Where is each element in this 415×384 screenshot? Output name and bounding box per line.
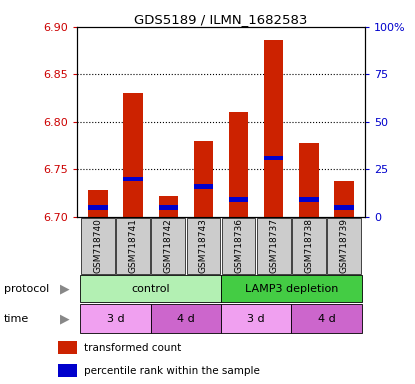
Text: 3 d: 3 d [247, 314, 265, 324]
Bar [299, 143, 319, 217]
Bar [80, 304, 151, 333]
Bar [222, 217, 256, 274]
Bar [159, 196, 178, 217]
Bar [264, 156, 283, 161]
Text: GSM718738: GSM718738 [305, 218, 313, 273]
Text: GSM718740: GSM718740 [93, 218, 103, 273]
Text: percentile rank within the sample: percentile rank within the sample [84, 366, 260, 376]
Text: GSM718737: GSM718737 [269, 218, 278, 273]
Bar [116, 217, 150, 274]
Bar [221, 304, 291, 333]
Bar [299, 197, 319, 202]
Bar [292, 217, 326, 274]
Bar [80, 275, 221, 303]
Text: time: time [4, 314, 29, 324]
Text: ▶: ▶ [59, 283, 69, 295]
Bar [194, 141, 213, 217]
Text: 4 d: 4 d [177, 314, 195, 324]
Text: GSM718741: GSM718741 [129, 218, 137, 273]
Bar [264, 40, 283, 217]
Text: transformed count: transformed count [84, 343, 181, 353]
Title: GDS5189 / ILMN_1682583: GDS5189 / ILMN_1682583 [134, 13, 308, 26]
Bar [58, 341, 77, 354]
Bar [58, 364, 77, 377]
Bar [81, 217, 115, 274]
Bar [88, 190, 107, 217]
Bar [88, 205, 107, 210]
Bar [334, 205, 354, 210]
Text: GSM718742: GSM718742 [164, 218, 173, 273]
Text: 4 d: 4 d [317, 314, 335, 324]
Bar [123, 93, 143, 217]
Text: GSM718739: GSM718739 [339, 218, 349, 273]
Text: GSM718743: GSM718743 [199, 218, 208, 273]
Text: GSM718736: GSM718736 [234, 218, 243, 273]
Bar [257, 217, 290, 274]
Bar [291, 304, 362, 333]
Bar [159, 205, 178, 210]
Text: control: control [131, 284, 170, 294]
Text: ▶: ▶ [59, 312, 69, 325]
Bar [229, 197, 248, 202]
Bar [151, 304, 221, 333]
Bar [221, 275, 362, 303]
Text: protocol: protocol [4, 284, 49, 294]
Bar [229, 113, 248, 217]
Text: LAMP3 depletion: LAMP3 depletion [245, 284, 338, 294]
Bar [151, 217, 185, 274]
Text: 3 d: 3 d [107, 314, 124, 324]
Bar [186, 217, 220, 274]
Bar [194, 184, 213, 189]
Bar [327, 217, 361, 274]
Bar [334, 181, 354, 217]
Bar [123, 177, 143, 181]
